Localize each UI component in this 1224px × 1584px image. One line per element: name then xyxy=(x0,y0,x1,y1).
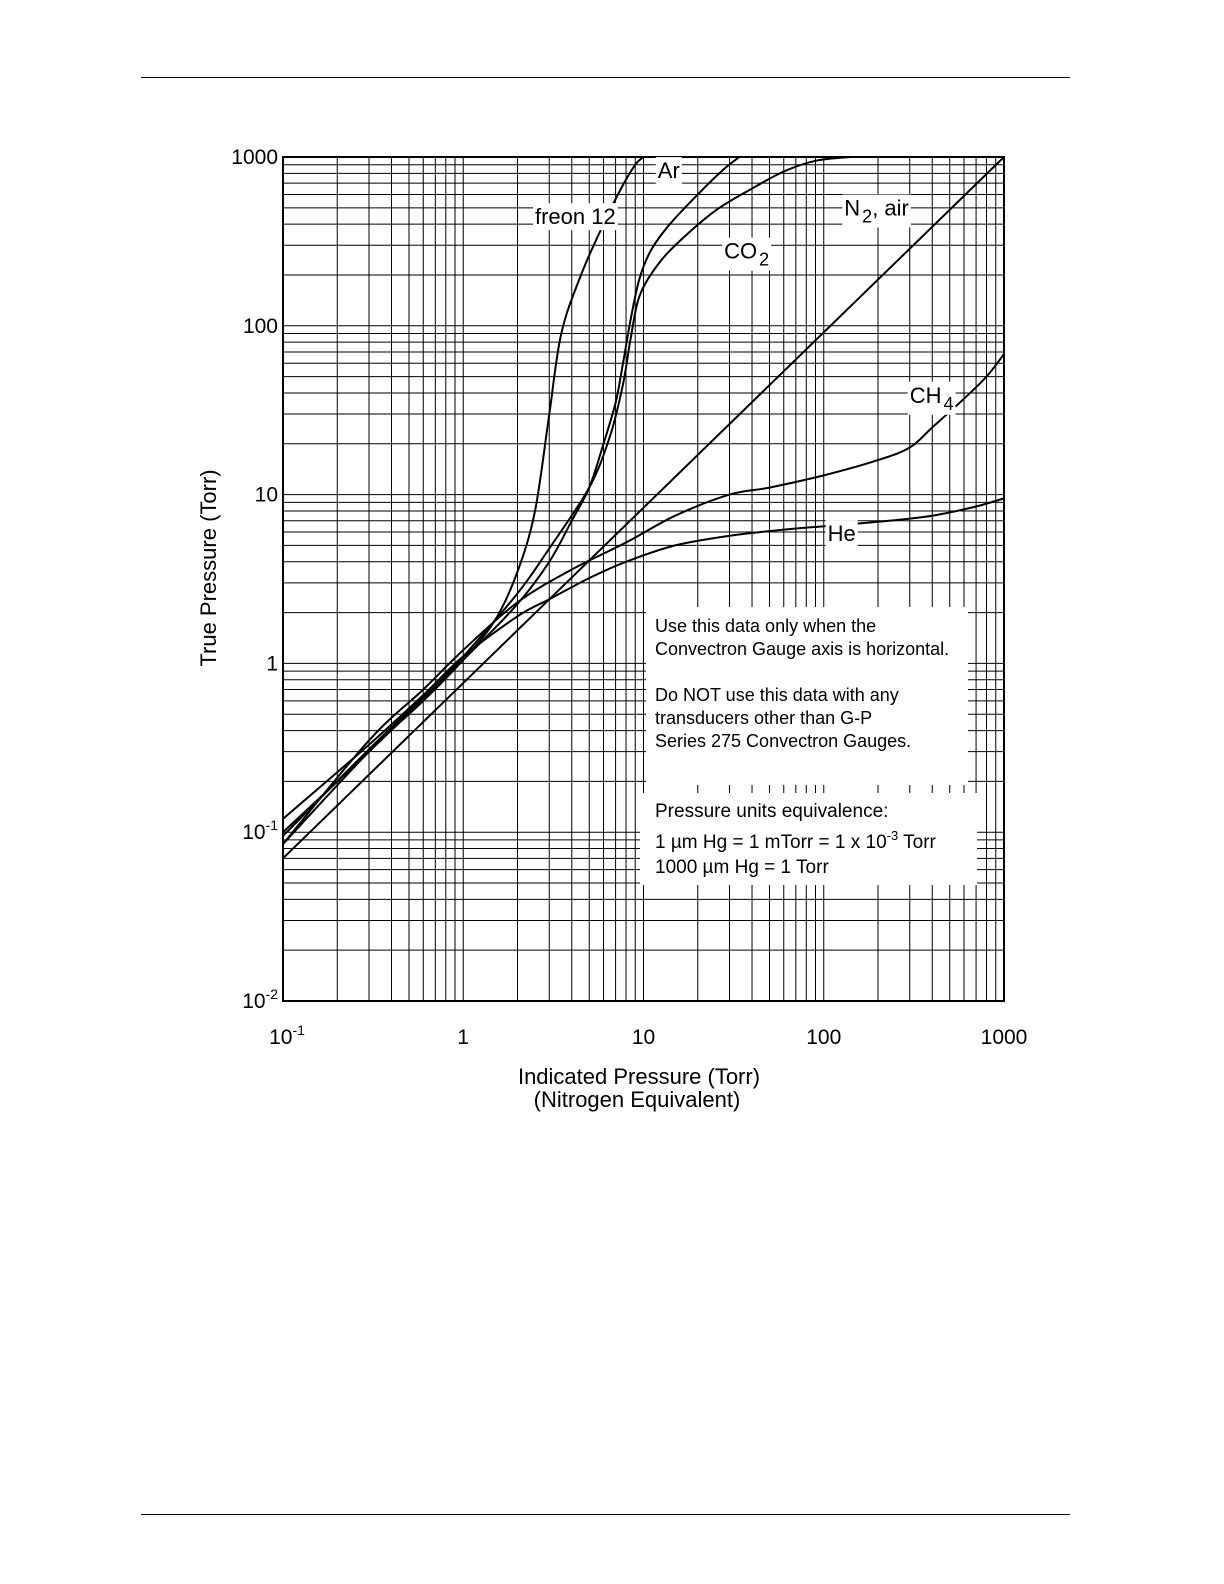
y-tick-labels: 10-2 10-1 1 10 100 1000 xyxy=(231,146,278,1013)
series-label-text: freon 12 xyxy=(535,204,616,229)
y-tick-label: 10-2 xyxy=(242,986,278,1013)
x-axis-label-line2: (Nitrogen Equivalent) xyxy=(534,1087,741,1112)
y-tick-label: 100 xyxy=(243,315,278,338)
series-label-co2: CO 2 xyxy=(722,237,772,271)
y-axis-label: True Pressure (Torr) xyxy=(196,469,221,666)
warning-note-line: Series 275 Convectron Gauges. xyxy=(655,731,911,751)
y-tick-label: 1000 xyxy=(231,146,278,169)
series-line-ch4 xyxy=(282,353,1005,845)
units-note: Pressure units equivalence: 1 µm Hg = 1 m… xyxy=(640,793,977,885)
units-note-heading: Pressure units equivalence: xyxy=(655,801,888,822)
x-tick-label: 1000 xyxy=(981,1026,1028,1049)
x-tick-label: 10 xyxy=(632,1026,655,1049)
header-rule xyxy=(141,77,1070,78)
x-axis-label: Indicated Pressure (Torr) xyxy=(518,1064,760,1089)
series-label-bg xyxy=(722,237,772,271)
series-label-he: He xyxy=(825,520,858,548)
warning-note-line: Convectron Gauge axis is horizontal. xyxy=(655,639,949,659)
series-label-text: CH 4 xyxy=(910,383,954,414)
series-label-text: N 2, air xyxy=(844,196,909,227)
x-tick-label: 1 xyxy=(457,1026,469,1049)
series-label-bg xyxy=(655,157,682,185)
annotation-boxes: Use this data only when the Convectron Ga… xyxy=(640,607,977,885)
units-note-line1: 1 µm Hg = 1 mTorr = 1 x 10-3 Torr xyxy=(655,828,937,853)
chart-curves xyxy=(282,156,1005,860)
series-label-freon12: freon 12 xyxy=(532,203,618,231)
x-tick-labels: 10-1 1 10 100 1000 xyxy=(269,1022,1027,1049)
y-tick-label: 10 xyxy=(255,484,278,507)
series-line-he xyxy=(282,497,1005,820)
y-tick-label: 1 xyxy=(266,652,278,675)
series-label-text: CO 2 xyxy=(724,239,769,270)
series-label-bg xyxy=(907,381,956,415)
series-label-bg xyxy=(532,203,618,231)
footer-rule xyxy=(141,1514,1070,1515)
warning-note-bg xyxy=(646,607,968,785)
warning-note-line: Use this data only when the xyxy=(655,616,876,636)
series-line-co2 xyxy=(282,156,851,833)
series-label-n2air: N 2, air xyxy=(842,194,911,228)
y-tick-label: 10-1 xyxy=(242,817,278,844)
series-label-bg xyxy=(842,194,911,228)
series-label-ch4: CH 4 xyxy=(907,381,956,415)
series-labels: freon 12 Ar CO 2 N 2, air CH 4 He xyxy=(532,157,956,548)
series-label-text: He xyxy=(828,521,856,546)
series-label-bg xyxy=(825,520,858,548)
units-note-bg xyxy=(640,793,977,885)
warning-note: Use this data only when the Convectron Ga… xyxy=(646,607,968,785)
series-label-text: Ar xyxy=(658,158,680,183)
warning-note-line: transducers other than G-P xyxy=(655,708,872,728)
series-line-n2air xyxy=(282,156,1005,860)
series-label-ar: Ar xyxy=(655,157,682,185)
series-line-freon12 xyxy=(282,156,645,845)
warning-note-line: Do NOT use this data with any xyxy=(655,685,899,705)
x-tick-label: 10-1 xyxy=(269,1022,305,1049)
units-note-line2: 1000 µm Hg = 1 Torr xyxy=(655,857,829,878)
x-tick-label: 100 xyxy=(806,1026,841,1049)
